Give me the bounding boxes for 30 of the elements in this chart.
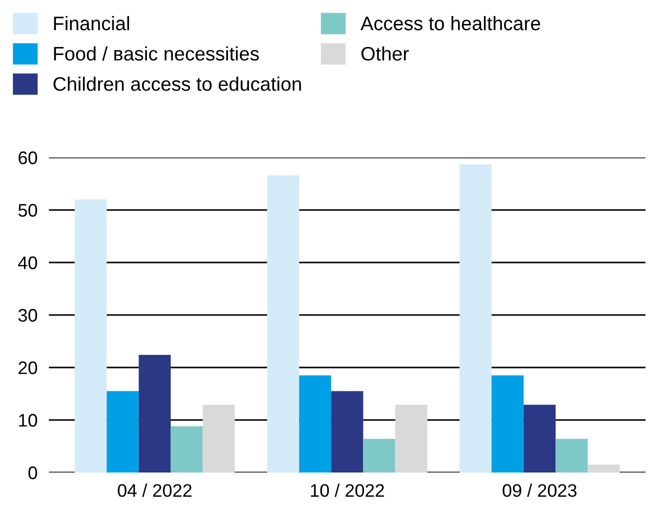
- bar: [363, 438, 396, 472]
- legend-label: Other: [361, 46, 409, 61]
- bar: [556, 438, 588, 472]
- bar: [524, 404, 556, 472]
- bar: [74, 200, 107, 472]
- bar: [299, 375, 332, 472]
- bar: [170, 426, 203, 472]
- bar: [395, 404, 428, 472]
- y-tick-label: 0: [28, 466, 38, 480]
- y-tick-label: 20: [18, 361, 38, 374]
- y-tick-label: 50: [18, 204, 38, 217]
- bar: [106, 391, 139, 472]
- x-tick-label: 10 / 2022: [310, 484, 384, 497]
- bar: [267, 175, 300, 472]
- legend-label: Access to healthcare: [360, 16, 540, 30]
- y-tick-label: 60: [18, 151, 38, 164]
- x-tick-label: 04 / 2022: [118, 484, 192, 497]
- bar: [460, 164, 492, 472]
- bar: [492, 375, 524, 472]
- x-tick-label: 09 / 2023: [502, 484, 576, 497]
- y-tick-label: 10: [19, 414, 38, 427]
- legend-label: Financial: [54, 16, 130, 30]
- y-tick-label: 30: [18, 308, 38, 322]
- y-tick-label: 40: [18, 256, 38, 270]
- bar: [138, 354, 171, 472]
- bar: [331, 391, 364, 472]
- legend-label: Children access to education: [53, 76, 301, 91]
- bar: [202, 404, 235, 472]
- legend-label: Food / вasic necessities: [54, 46, 259, 61]
- bar: [588, 464, 620, 472]
